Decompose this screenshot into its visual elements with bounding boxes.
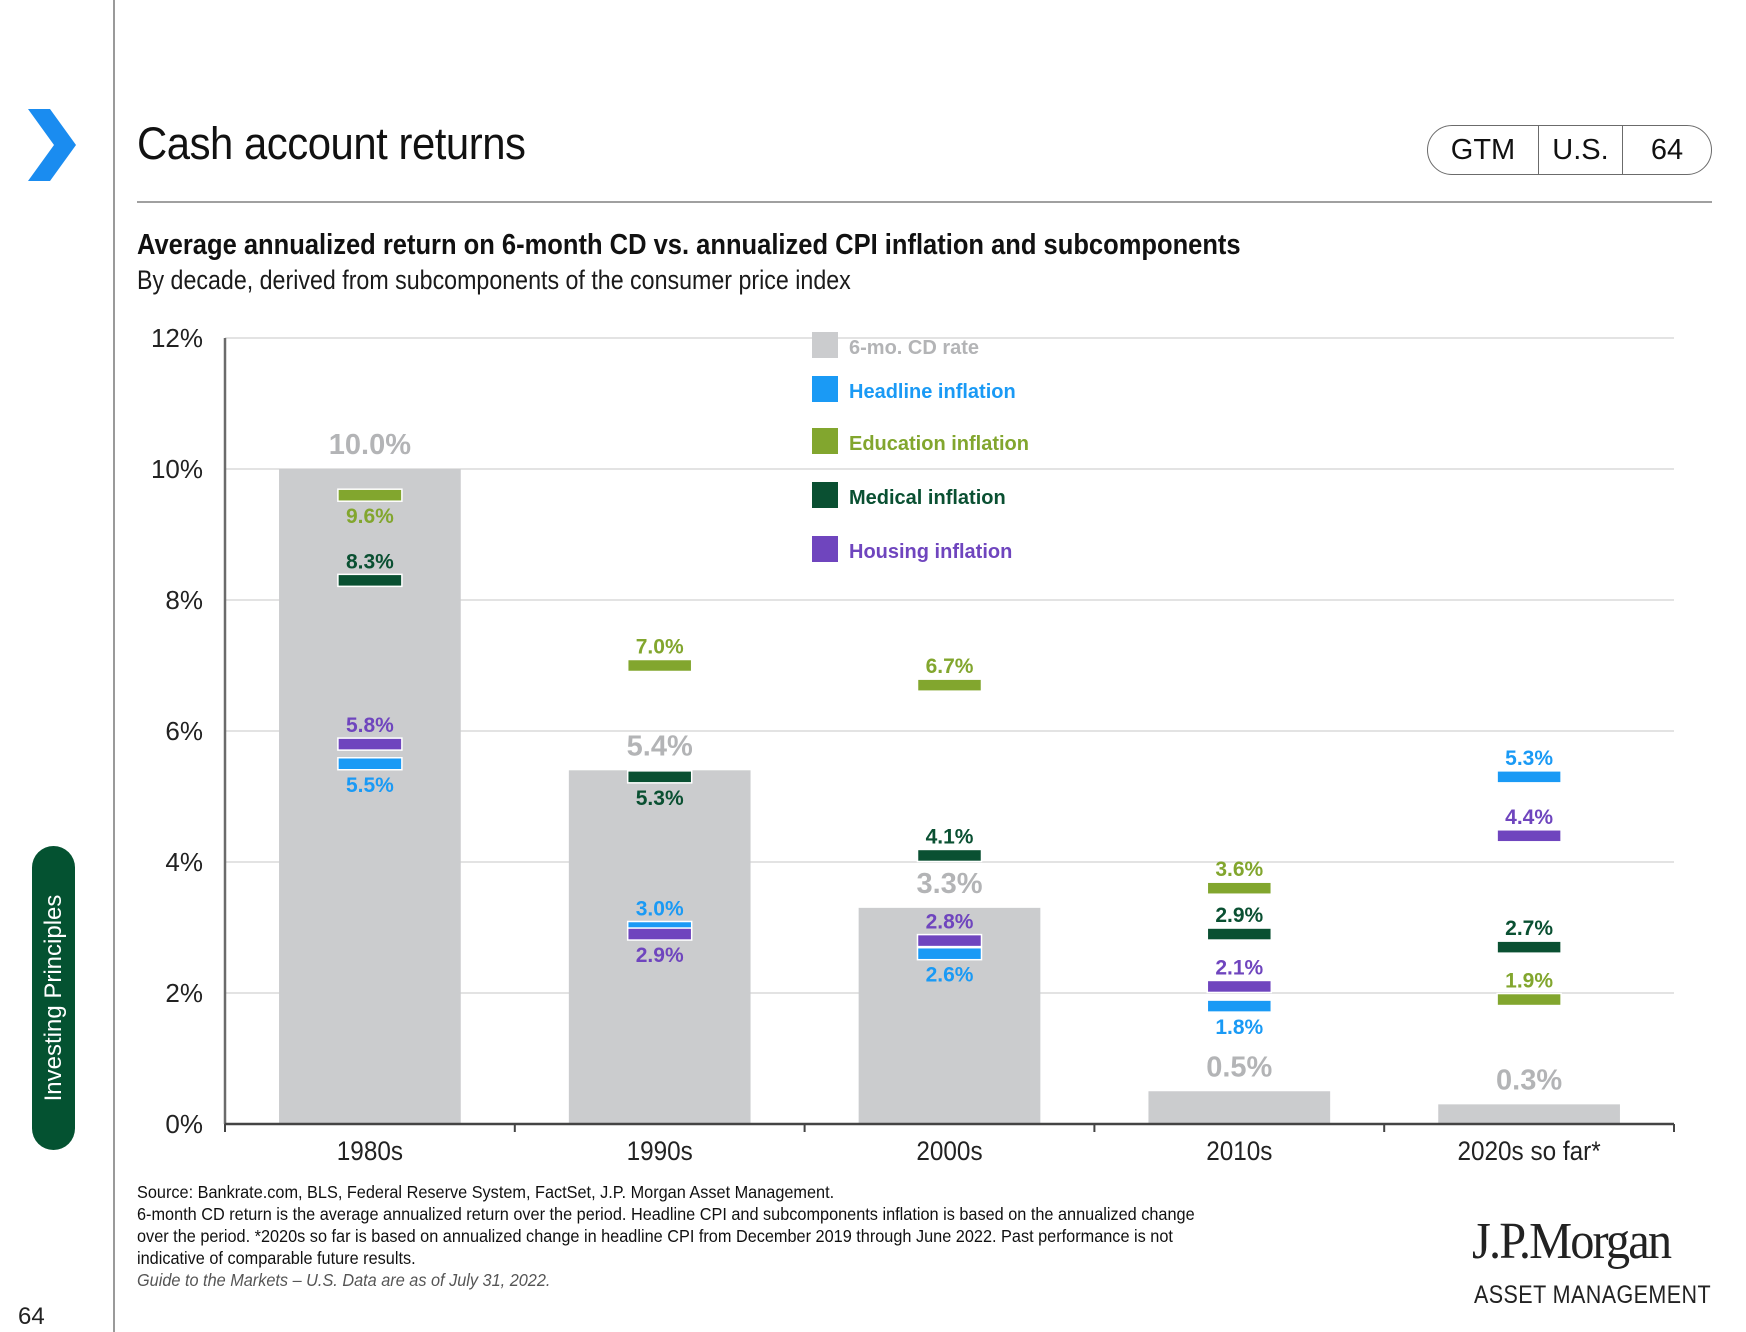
y-tick-label: 8%: [165, 585, 203, 615]
marker-headline: [337, 757, 403, 771]
jpmorgan-logo-subtitle: ASSET MANAGEMENT: [1474, 1281, 1712, 1309]
x-tick-label: 1980s: [337, 1137, 403, 1166]
x-tick-label: 2010s: [1206, 1137, 1272, 1166]
marker-housing: [1496, 829, 1562, 843]
marker-label-housing: 2.9%: [636, 944, 684, 967]
jpmorgan-logo: J.P.Morgan: [1472, 1213, 1672, 1270]
y-tick-label: 12%: [151, 323, 203, 353]
marker-label-headline: 2.6%: [926, 964, 974, 987]
left-divider: [113, 0, 115, 1332]
marker-education: [626, 658, 693, 673]
marker-label-medical: 2.9%: [1215, 904, 1263, 927]
page-number: 64: [18, 1303, 45, 1330]
marker-label-medical: 4.1%: [926, 825, 974, 848]
footnote-line-3: indicative of comparable future results.: [137, 1248, 416, 1268]
footnote-line-1: 6-month CD return is the average annuali…: [137, 1204, 1195, 1224]
marker-label-housing: 5.8%: [346, 714, 394, 737]
marker-medical: [916, 848, 983, 863]
marker-housing: [626, 927, 693, 941]
marker-label-medical: 5.3%: [636, 787, 684, 810]
marker-label-medical: 2.7%: [1505, 917, 1553, 940]
x-tick-label: 1990s: [627, 1137, 693, 1166]
marker-label-headline: 5.3%: [1505, 747, 1553, 770]
bar-cd-1: [568, 770, 751, 1124]
section-tab-investing-principles[interactable]: Investing Principles: [32, 846, 75, 1150]
badge-region: U.S.: [1538, 126, 1622, 174]
marker-label-headline: 3.0%: [636, 898, 684, 921]
legend-swatch-housing: [812, 536, 838, 562]
marker-label-medical: 8.3%: [346, 550, 394, 573]
x-tick-label: 2000s: [916, 1137, 982, 1166]
cd-value-label: 5.4%: [627, 730, 693, 762]
legend-label-headline: Headline inflation: [849, 381, 1016, 403]
marker-label-headline: 5.5%: [346, 774, 394, 797]
page-title: Cash account returns: [137, 118, 526, 169]
x-tick-label: 2020s so far*: [1458, 1137, 1601, 1166]
marker-headline: [1496, 770, 1562, 784]
badge-gtm: GTM: [1450, 133, 1516, 166]
legend-swatch-medical: [812, 482, 838, 508]
cd-value-label: 3.3%: [916, 868, 982, 900]
bar-cd-3: [1148, 1091, 1331, 1124]
marker-medical: [626, 770, 693, 784]
legend-swatch-education: [812, 428, 838, 454]
marker-label-education: 6.7%: [926, 655, 974, 678]
marker-housing: [1206, 979, 1273, 994]
marker-label-education: 1.9%: [1505, 970, 1553, 993]
legend-swatch-headline: [812, 376, 838, 402]
marker-education: [1206, 881, 1273, 895]
footnote-line-2: over the period. *2020s so far is based …: [137, 1226, 1173, 1246]
y-tick-label: 0%: [165, 1109, 203, 1139]
marker-housing: [916, 933, 983, 948]
marker-headline: [916, 946, 983, 961]
marker-education: [337, 488, 403, 502]
marker-label-housing: 2.1%: [1215, 956, 1263, 979]
marker-medical: [337, 573, 403, 588]
badge-page: 64: [1622, 126, 1711, 174]
marker-label-education: 9.6%: [346, 505, 394, 528]
marker-education: [1496, 992, 1562, 1007]
marker-label-housing: 2.8%: [926, 911, 974, 934]
legend-label-education: Education inflation: [849, 433, 1029, 455]
marker-education: [916, 678, 983, 692]
y-tick-label: 6%: [165, 716, 203, 746]
marker-label-education: 3.6%: [1215, 858, 1263, 881]
marker-medical: [1206, 927, 1273, 941]
cd-value-label: 0.5%: [1206, 1051, 1272, 1083]
marker-label-education: 7.0%: [636, 636, 684, 659]
legend-swatch-cd: [812, 332, 838, 358]
chart-subtitle: By decade, derived from subcomponents of…: [137, 265, 851, 295]
y-tick-label: 10%: [151, 454, 203, 484]
marker-label-housing: 4.4%: [1505, 806, 1553, 829]
y-tick-label: 4%: [165, 847, 203, 877]
cd-value-label: 10.0%: [329, 429, 411, 461]
marker-label-headline: 1.8%: [1215, 1016, 1263, 1039]
legend-label-housing: Housing inflation: [849, 541, 1012, 563]
legend-label-medical: Medical inflation: [849, 487, 1006, 509]
bar-cd-4: [1438, 1104, 1620, 1124]
gtm-badge: GTM U.S. 64: [1427, 125, 1712, 175]
marker-medical: [1496, 940, 1562, 954]
legend-label-cd: 6-mo. CD rate: [849, 337, 979, 359]
cd-value-label: 0.3%: [1496, 1064, 1562, 1096]
header-rule: [137, 201, 1712, 203]
footnote-source: Source: Bankrate.com, BLS, Federal Reser…: [137, 1182, 835, 1202]
y-tick-label: 2%: [165, 978, 203, 1008]
marker-headline: [1206, 999, 1273, 1013]
marker-housing: [337, 737, 403, 751]
chart-title: Average annualized return on 6-month CD …: [137, 229, 1241, 261]
chevron-right-icon[interactable]: [22, 105, 80, 185]
footnote-guide: Guide to the Markets – U.S. Data are as …: [137, 1270, 551, 1290]
